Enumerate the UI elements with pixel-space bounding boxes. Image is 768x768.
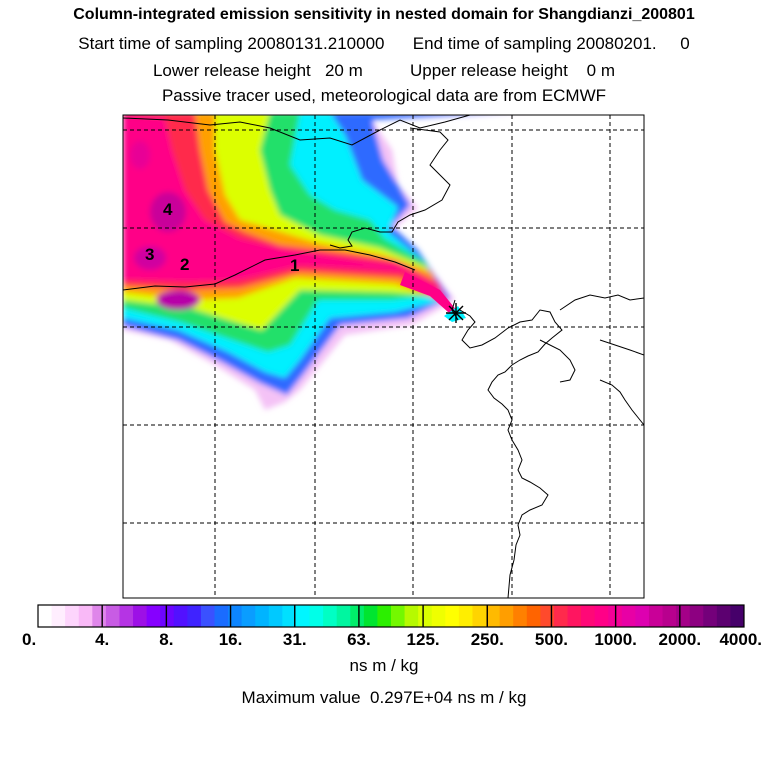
colorbar-tick-label: 4. [95,630,110,649]
colorbar-tick-label: 63. [347,630,371,649]
colorbar-cell [282,605,297,627]
colorbar-cell [38,605,53,627]
colorbar-cell [336,605,351,627]
colorbar-cell [513,605,528,627]
colorbar-cell [377,605,392,627]
colorbar-cell [526,605,541,627]
sampling-time-line: Start time of sampling 20080131.210000 E… [78,34,690,53]
colorbar-tick-label: 4000. [719,630,762,649]
colorbar-cell [187,605,202,627]
maximum-value-line: Maximum value 0.297E+04 ns m / kg [241,688,527,707]
plume-tip [400,272,458,312]
colorbar-cell [445,605,460,627]
colorbar-cell [391,605,406,627]
colorbar-cell [363,605,378,627]
colorbar-cells [38,605,745,627]
colorbar-tick-label: 8. [159,630,174,649]
colorbar-cell [78,605,93,627]
colorbar-cell [214,605,229,627]
colorbar-tick-label: 2000. [658,630,702,649]
colorbar-cell [730,605,745,627]
colorbar-cell [581,605,596,627]
source-marker-1: 1 [290,256,300,275]
colorbar-cell [92,605,107,627]
colorbar-cell [200,605,215,627]
colorbar-cell [51,605,66,627]
colorbar-cell [567,605,582,627]
colorbar-cell [160,605,175,627]
colorbar-cell [323,605,338,627]
colorbar-cell [228,605,243,627]
colorbar-cell [418,605,433,627]
colorbar-cell [703,605,718,627]
colorbar-cell [173,605,188,627]
colorbar-cell [119,605,134,627]
source-marker-2: 2 [180,255,190,274]
coastlines [123,115,644,598]
colorbar-cell [499,605,514,627]
colorbar-tick-label: 1000. [594,630,637,649]
source-marker-4: 4 [163,200,173,219]
colorbar-major-ticks [101,605,681,627]
colorbar-cell [676,605,691,627]
colorbar-cell [133,605,148,627]
source-marker-3: 3 [145,245,155,264]
colorbar-cell [404,605,419,627]
colorbar-frame [37,604,745,628]
colorbar-cell [146,605,161,627]
colorbar-cell [594,605,609,627]
colorbar-cell [472,605,487,627]
colorbar-cell [635,605,650,627]
lat-lon-grid [123,115,644,598]
colorbar-tick-label: 500. [534,630,568,649]
colorbar-cell [662,605,677,627]
colorbar-cell [621,605,636,627]
colorbar-units: ns m / kg [349,656,419,675]
map-frame [122,114,645,599]
colorbar-cell [65,605,80,627]
star-icon [446,303,466,323]
colorbar-cell [241,605,256,627]
release-height-line: Lower release height 20 m Upper release … [152,61,616,80]
colorbar-cell [105,605,120,627]
colorbar-cell [486,605,501,627]
colorbar-cell [255,605,270,627]
colorbar-cell [458,605,473,627]
colorbar-cell [716,605,731,627]
tracer-info-line: Passive tracer used, meteorological data… [161,86,607,105]
colorbar-cell [268,605,283,627]
plot-title: Column-integrated emission sensitivity i… [73,6,695,23]
colorbar-cell [553,605,568,627]
colorbar-cell [648,605,664,627]
colorbar-tick-label: 16. [218,630,243,649]
colorbar-tick-label: 125. [406,630,440,649]
colorbar-cell [689,605,704,627]
colorbar-cell [431,605,446,627]
colorbar-cell [350,605,365,627]
colorbar-cell [309,605,324,627]
colorbar-tick-label: 250. [470,630,504,649]
colorbar-tick-label: 0. [22,630,37,649]
colorbar-cell [295,605,311,627]
colorbar-cell [540,605,555,627]
colorbar-tick-label: 31. [282,630,307,649]
